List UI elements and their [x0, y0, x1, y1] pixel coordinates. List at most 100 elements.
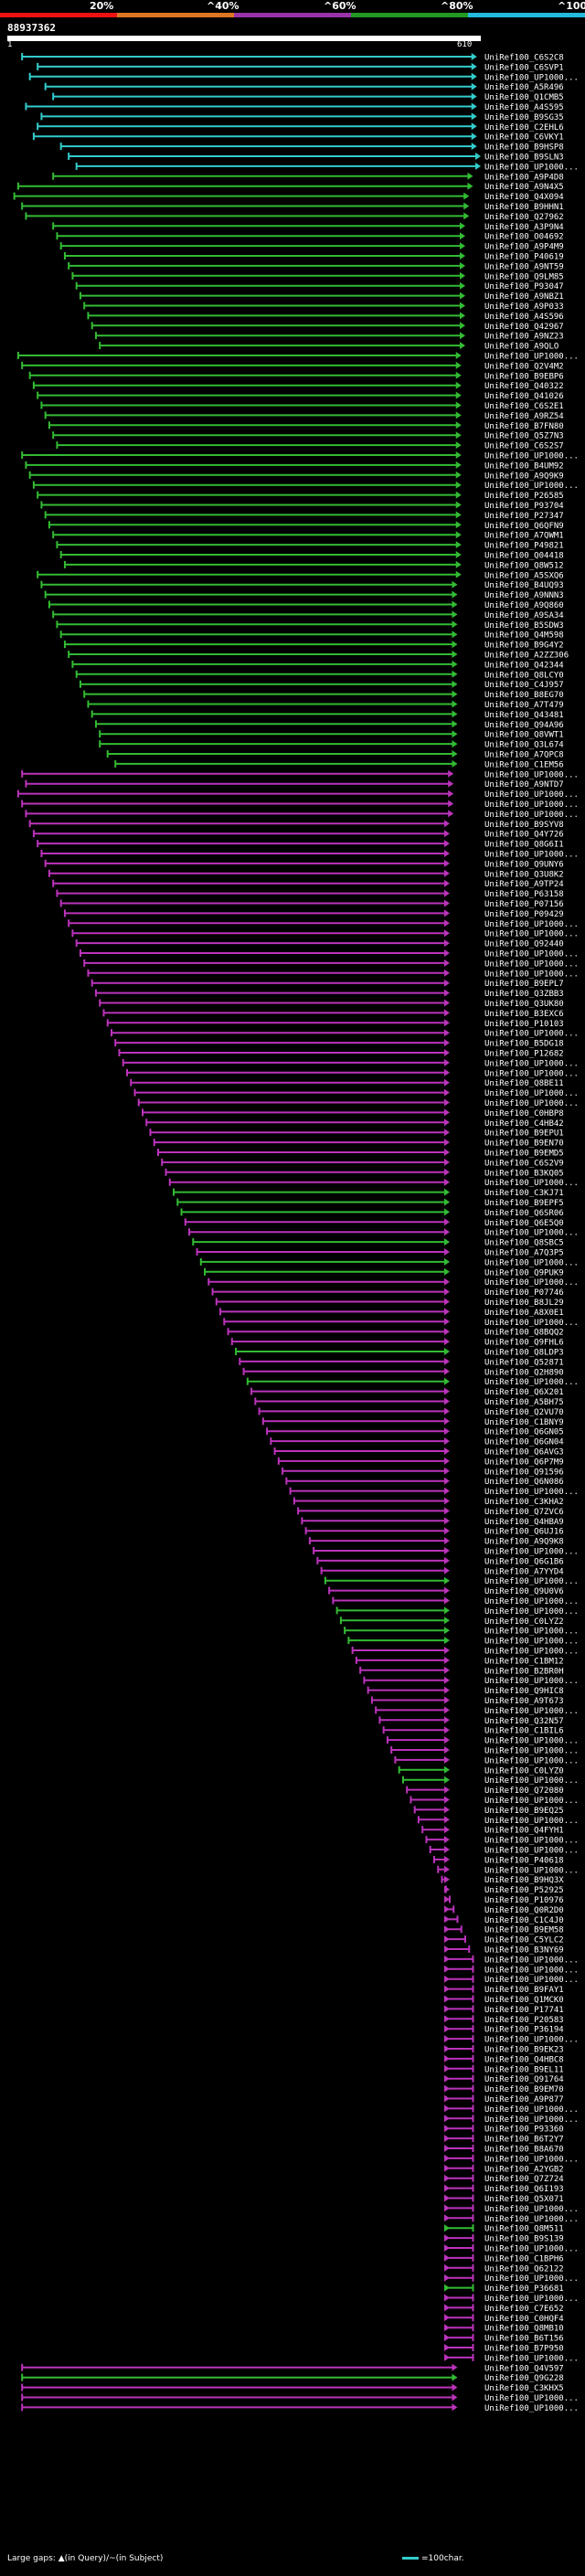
hit-row[interactable]: UniRef100_UP1000...	[133, 1088, 579, 1099]
hit-label[interactable]: UniRef100_UP1000...	[484, 1966, 579, 1975]
hit-row[interactable]: UniRef100_B9HHN1	[21, 202, 564, 213]
hit-label[interactable]: UniRef100_B9SLN3	[484, 154, 564, 163]
hit-row[interactable]: UniRef100_UP1000...	[246, 1377, 579, 1388]
hit-row[interactable]: UniRef100_UP1000...	[443, 2353, 579, 2364]
hit-row[interactable]: UniRef100_P52925	[443, 1885, 564, 1896]
hit-row[interactable]: UniRef100_Q7Z724	[443, 2174, 564, 2185]
hit-row[interactable]: UniRef100_UP1000...	[429, 1846, 579, 1856]
hit-label[interactable]: UniRef100_B9EQ25	[484, 1807, 564, 1816]
hit-row[interactable]: UniRef100_Q2V4M2	[21, 361, 564, 372]
hit-row[interactable]: UniRef100_UP1000...	[199, 1257, 579, 1268]
hit-row[interactable]: UniRef100_Q9LM85	[71, 271, 564, 282]
hit-label[interactable]: UniRef100_Q2H890	[484, 1368, 564, 1377]
hit-row[interactable]: UniRef100_A7QWM1	[52, 531, 564, 541]
hit-row[interactable]: UniRef100_A8X0E1	[219, 1308, 564, 1318]
hit-label[interactable]: UniRef100_B5SDW3	[484, 621, 564, 631]
hit-label[interactable]: UniRef100_Q6I193	[484, 2185, 564, 2194]
hit-row[interactable]: UniRef100_B9EMD5	[157, 1149, 564, 1159]
hit-row[interactable]: UniRef100_Q41026	[37, 391, 564, 402]
hit-row[interactable]: UniRef100_C6S2E1	[40, 401, 564, 412]
hit-label[interactable]: UniRef100_P17741	[484, 2006, 564, 2015]
hit-label[interactable]: UniRef100_A2ZZ306	[484, 652, 569, 661]
hit-row[interactable]: UniRef100_UP1000...	[21, 2403, 579, 2413]
hit-label[interactable]: UniRef100_C3KHX5	[484, 2384, 564, 2393]
hit-row[interactable]: UniRef100_A9RZ54	[44, 411, 564, 421]
hit-row[interactable]: UniRef100_Q8BE11	[130, 1078, 564, 1089]
hit-row[interactable]: UniRef100_UP1000...	[21, 2393, 579, 2404]
hit-label[interactable]: UniRef100_A9NNN3	[484, 591, 564, 600]
hit-label[interactable]: UniRef100_Q6X201	[484, 1388, 564, 1397]
hit-label[interactable]: UniRef100_Q4V597	[484, 2364, 564, 2373]
hit-row[interactable]: UniRef100_Q3U8K2	[48, 869, 564, 880]
hit-label[interactable]: UniRef100_C6S2S7	[484, 442, 564, 451]
hit-label[interactable]: UniRef100_UP1000...	[484, 1817, 579, 1826]
hit-row[interactable]: UniRef100_O04692	[56, 232, 564, 242]
hit-row[interactable]: UniRef100_B5SDW3	[56, 620, 564, 631]
hit-row[interactable]: UniRef100_Q8LCY0	[75, 670, 564, 681]
hit-label[interactable]: UniRef100_A9Q860	[484, 601, 564, 610]
hit-row[interactable]: UniRef100_P63158	[56, 889, 564, 900]
hit-row[interactable]: UniRef100_UP1000...	[347, 1637, 579, 1647]
hit-row[interactable]: UniRef100_B5DG18	[114, 1039, 564, 1049]
hit-label[interactable]: UniRef100_C1BM12	[484, 1657, 564, 1666]
hit-row[interactable]: UniRef100_Q2VU70	[258, 1407, 564, 1417]
hit-row[interactable]: UniRef100_UP1000...	[443, 2115, 579, 2125]
hit-row[interactable]: UniRef100_P36194	[443, 2025, 564, 2035]
hit-row[interactable]: UniRef100_UP1000...	[21, 769, 579, 780]
hit-label[interactable]: UniRef100_UP1000...	[484, 73, 579, 82]
hit-label[interactable]: UniRef100_Q8LDP3	[484, 1349, 564, 1358]
hit-label[interactable]: UniRef100_UP1000...	[484, 2394, 579, 2403]
hit-label[interactable]: UniRef100_A9N4X5	[484, 183, 564, 192]
hit-row[interactable]: UniRef100_C7E652	[443, 2304, 564, 2314]
hit-label[interactable]: UniRef100_A9RZ54	[484, 412, 564, 421]
hit-label[interactable]: UniRef100_C1C4J0	[484, 1916, 564, 1925]
hit-row[interactable]: UniRef100_C4HB42	[145, 1118, 564, 1129]
hit-row[interactable]: UniRef100_A7Q3P5	[196, 1248, 564, 1258]
hit-label[interactable]: UniRef100_Q1CMB5	[484, 93, 564, 102]
hit-label[interactable]: UniRef100_B9SYV8	[484, 821, 564, 830]
hit-row[interactable]: UniRef100_UP1000...	[168, 1178, 579, 1189]
hit-row[interactable]: UniRef100_Q4M598	[59, 631, 564, 641]
hit-row[interactable]: UniRef100_Q9FHL6	[230, 1338, 564, 1348]
hit-row[interactable]: UniRef100_P07746	[211, 1288, 564, 1299]
hit-label[interactable]: UniRef100_P63158	[484, 890, 564, 899]
hit-label[interactable]: UniRef100_C5YLC2	[484, 1936, 564, 1945]
hit-label[interactable]: UniRef100_Q3U8K2	[484, 870, 564, 879]
hit-row[interactable]: UniRef100_C1C4J0	[443, 1915, 564, 1925]
hit-label[interactable]: UniRef100_Q4HBA9	[484, 1518, 564, 1527]
hit-row[interactable]: UniRef100_UP1000...	[207, 1277, 579, 1288]
hit-label[interactable]: UniRef100_C4J957	[484, 681, 564, 690]
hit-label[interactable]: UniRef100_P12682	[484, 1050, 564, 1059]
hit-label[interactable]: UniRef100_B9EPL7	[484, 980, 564, 989]
hit-label[interactable]: UniRef100_UP1000...	[484, 163, 579, 172]
hit-row[interactable]: UniRef100_UP1000...	[443, 2214, 579, 2224]
hit-row[interactable]: UniRef100_Q4FYH1	[421, 1826, 564, 1836]
hit-label[interactable]: UniRef100_A9SA34	[484, 611, 564, 620]
hit-row[interactable]: UniRef100_B7P950	[443, 2344, 564, 2354]
hit-row[interactable]: UniRef100_P17741	[443, 2005, 564, 2015]
hit-label[interactable]: UniRef100_Q62122	[484, 2264, 564, 2274]
hit-row[interactable]: UniRef100_UP1000...	[68, 919, 579, 929]
hit-row[interactable]: UniRef100_P07156	[59, 899, 564, 910]
hit-label[interactable]: UniRef100_A9T673	[484, 1697, 564, 1706]
hit-label[interactable]: UniRef100_B3KQ05	[484, 1169, 564, 1178]
hit-label[interactable]: UniRef100_B3EXC6	[484, 1010, 564, 1019]
hit-label[interactable]: UniRef100_B9EN70	[484, 1140, 564, 1149]
hit-label[interactable]: UniRef100_A7QWM1	[484, 532, 564, 541]
hit-row[interactable]: UniRef100_UP1000...	[110, 1029, 579, 1039]
hit-row[interactable]: UniRef100_P10976	[443, 1895, 564, 1906]
hit-row[interactable]: UniRef100_A4S595	[25, 102, 564, 113]
hit-row[interactable]: UniRef100_Q3ZBB3	[94, 989, 564, 1000]
hit-row[interactable]: UniRef100_P12682	[118, 1049, 564, 1059]
hit-label[interactable]: UniRef100_P20583	[484, 2016, 564, 2025]
hit-label[interactable]: UniRef100_C6VKY1	[484, 133, 564, 143]
hit-label[interactable]: UniRef100_UP1000...	[484, 1756, 579, 1765]
hit-label[interactable]: UniRef100_Q0R2D0	[484, 1906, 564, 1915]
hit-label[interactable]: UniRef100_UP1000...	[484, 1278, 579, 1288]
hit-row[interactable]: UniRef100_UP1000...	[410, 1796, 579, 1807]
hit-label[interactable]: UniRef100_B6T2Y7	[484, 2136, 564, 2145]
hit-row[interactable]: UniRef100_A5SXQ6	[37, 570, 564, 581]
hit-label[interactable]: UniRef100_UP1000...	[484, 1776, 579, 1786]
hit-label[interactable]: UniRef100_B5DG18	[484, 1040, 564, 1049]
hit-row[interactable]: UniRef100_UP1000...	[443, 2035, 579, 2045]
